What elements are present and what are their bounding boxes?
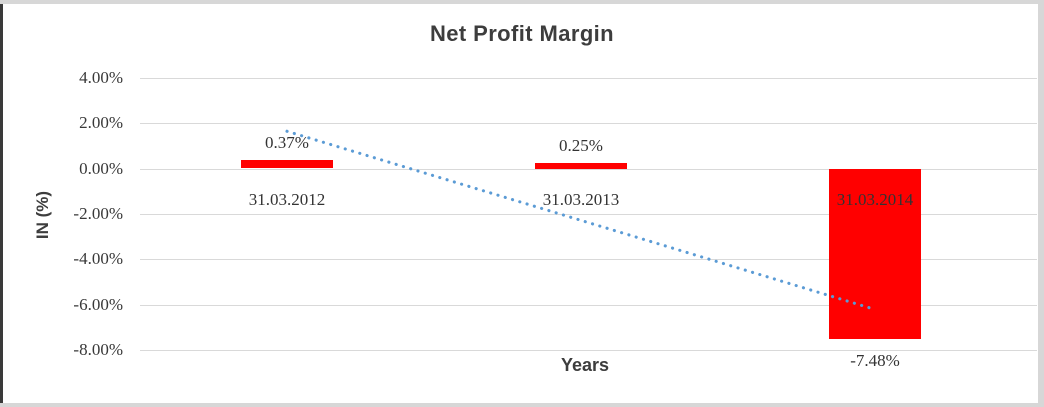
chart-frame-border-right (1038, 0, 1044, 407)
bar-31.03.2012 (241, 160, 333, 168)
y-axis-tick-label: 0.00% (79, 159, 123, 178)
y-axis-tick-label: -4.00% (73, 249, 123, 268)
chart-frame-border-top (0, 0, 1044, 4)
bar-value-label: 0.37% (265, 133, 309, 152)
y-axis-tick-label: -8.00% (73, 340, 123, 359)
chart-frame-border-left (0, 0, 3, 407)
category-label: 31.03.2014 (836, 190, 914, 209)
category-label: 31.03.2012 (248, 190, 326, 209)
bar-value-label: -7.48% (850, 351, 900, 370)
y-axis-tick-label: -2.00% (73, 204, 123, 223)
category-label: 31.03.2013 (542, 190, 620, 209)
chart-frame-border-bottom (0, 403, 1044, 407)
y-axis-tick-label: 2.00% (79, 113, 123, 132)
bar-value-label: 0.25% (559, 136, 603, 155)
y-axis-tick-label: -6.00% (73, 295, 123, 314)
gridline (140, 350, 1037, 351)
x-axis-title: Years (560, 355, 610, 375)
bar-31.03.2013 (535, 163, 627, 169)
chart-title: Net Profit Margin (429, 21, 615, 46)
gridline (140, 123, 1037, 124)
y-axis-tick-label: 4.00% (79, 68, 123, 87)
gridline (140, 78, 1037, 79)
